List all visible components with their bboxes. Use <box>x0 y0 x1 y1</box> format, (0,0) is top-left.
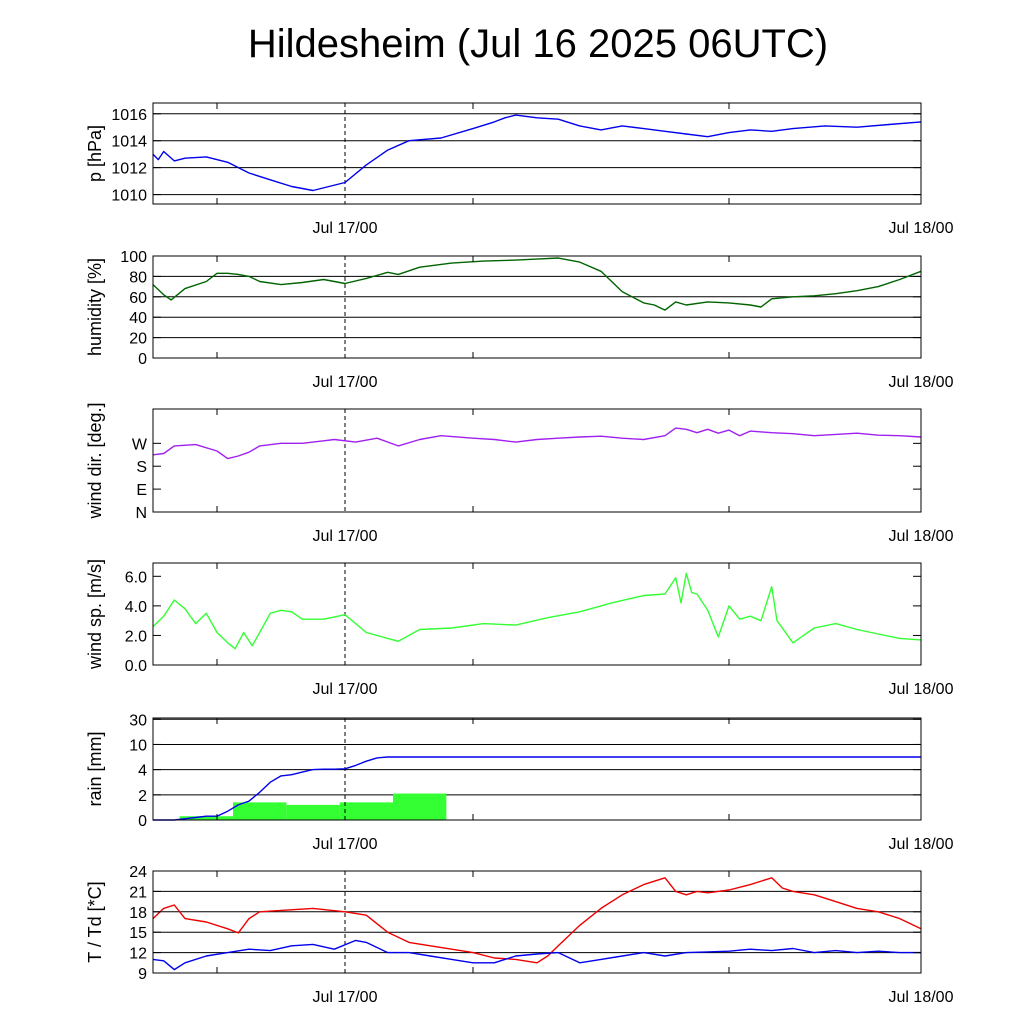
rain-series-line <box>153 756 921 821</box>
y-tick-label: 100 <box>120 249 147 266</box>
y-tick-label: 4.0 <box>125 599 147 616</box>
y-tick-label: 1012 <box>111 161 147 178</box>
panel-temperature: 9 12 15 18 21 24 Jul 17/00 Jul 18/00 T / Td [*C] <box>85 864 954 1006</box>
y-tick-label: 10 <box>129 737 147 754</box>
series-td <box>152 939 921 971</box>
y-tick-label: 15 <box>129 925 147 942</box>
plot-frame <box>152 562 922 666</box>
plot-frame <box>152 717 922 821</box>
wind-speed-series-line <box>152 572 922 650</box>
y-tick-label: 18 <box>129 905 147 922</box>
plot-frame <box>152 408 922 513</box>
y-tick-label: 0.0 <box>125 658 147 675</box>
y-tick-label: 60 <box>129 290 147 307</box>
y-tick-label: 2 <box>138 788 147 805</box>
y-tick-label: 1010 <box>111 188 147 205</box>
y-tick-label: 24 <box>129 864 147 881</box>
y-tick-label: 1016 <box>111 107 147 124</box>
panel-wind-speed: 0.0 2.0 4.0 6.0 Jul 17/00 Jul 18/00 wind sp. [… <box>85 559 954 698</box>
y-axis-label: wind dir. [deg.] <box>85 402 105 519</box>
panel-humidity: 0 20 40 60 80 100 Jul 17/00 Jul 18/00 humidity [… <box>85 249 954 391</box>
y-tick-label: 30 <box>129 712 147 729</box>
y-tick-label: 80 <box>129 269 147 286</box>
x-tick-label: Jul 17/00 <box>313 374 378 391</box>
x-tick-label: Jul 17/00 <box>313 836 378 853</box>
x-tick-label: Jul 18/00 <box>889 681 954 698</box>
panel-pressure: 1010 1012 1014 1016 Jul 17/00 Jul 18/00 p [hPa… <box>85 102 954 237</box>
x-tick-label: Jul 18/00 <box>889 220 954 237</box>
rain-bar <box>179 816 233 820</box>
y-axis-label: p [hPa] <box>85 125 105 182</box>
x-tick-label: Jul 17/00 <box>313 528 378 545</box>
series-t <box>152 877 922 964</box>
y-tick-label: 6.0 <box>125 569 147 586</box>
x-tick-label: Jul 18/00 <box>889 836 954 853</box>
y-tick-label: 20 <box>129 331 147 348</box>
y-tick-label: 2.0 <box>125 628 147 645</box>
pressure-series-line <box>152 114 922 192</box>
x-tick-label: Jul 17/00 <box>313 220 378 237</box>
y-tick-label: S <box>136 459 147 476</box>
y-axis-label: humidity [%] <box>85 258 105 356</box>
y-tick-label: 1014 <box>111 134 147 151</box>
x-tick-label: Jul 18/00 <box>889 989 954 1006</box>
y-axis-label: rain [mm] <box>85 731 105 806</box>
y-tick-label: 12 <box>129 946 147 963</box>
y-tick-label: 40 <box>129 310 147 327</box>
x-tick-label: Jul 18/00 <box>889 528 954 545</box>
y-tick-label: E <box>136 482 147 499</box>
x-tick-label: Jul 17/00 <box>313 681 378 698</box>
plot-frame <box>152 102 922 205</box>
page-title: Hildesheim (Jul 16 2025 06UTC) <box>247 22 829 66</box>
rain-bar <box>286 804 340 820</box>
y-tick-label: 4 <box>138 763 147 780</box>
rain-bar <box>393 793 447 820</box>
y-tick-label: 9 <box>138 966 147 983</box>
plot-frame <box>152 870 922 974</box>
x-tick-label: Jul 18/00 <box>889 374 954 391</box>
rain-bar <box>339 802 393 820</box>
y-tick-label: 0 <box>138 351 147 368</box>
humidity-series-line <box>152 257 922 311</box>
y-tick-label: W <box>132 436 148 453</box>
y-axis-label: wind sp. [m/s] <box>85 559 105 670</box>
plot-frame <box>152 255 922 359</box>
panel-rain: 0 2 4 10 30 Jul 17/00 Jul 18/00 rain [mm] <box>85 712 954 853</box>
y-axis-label: T / Td [*C] <box>85 881 105 962</box>
wind-dir-series-line <box>152 427 922 460</box>
y-tick-label: N <box>135 505 147 522</box>
x-tick-label: Jul 17/00 <box>313 989 378 1006</box>
y-tick-label: 21 <box>129 884 147 901</box>
rain-bar <box>233 802 287 820</box>
y-tick-label: 0 <box>138 813 147 830</box>
